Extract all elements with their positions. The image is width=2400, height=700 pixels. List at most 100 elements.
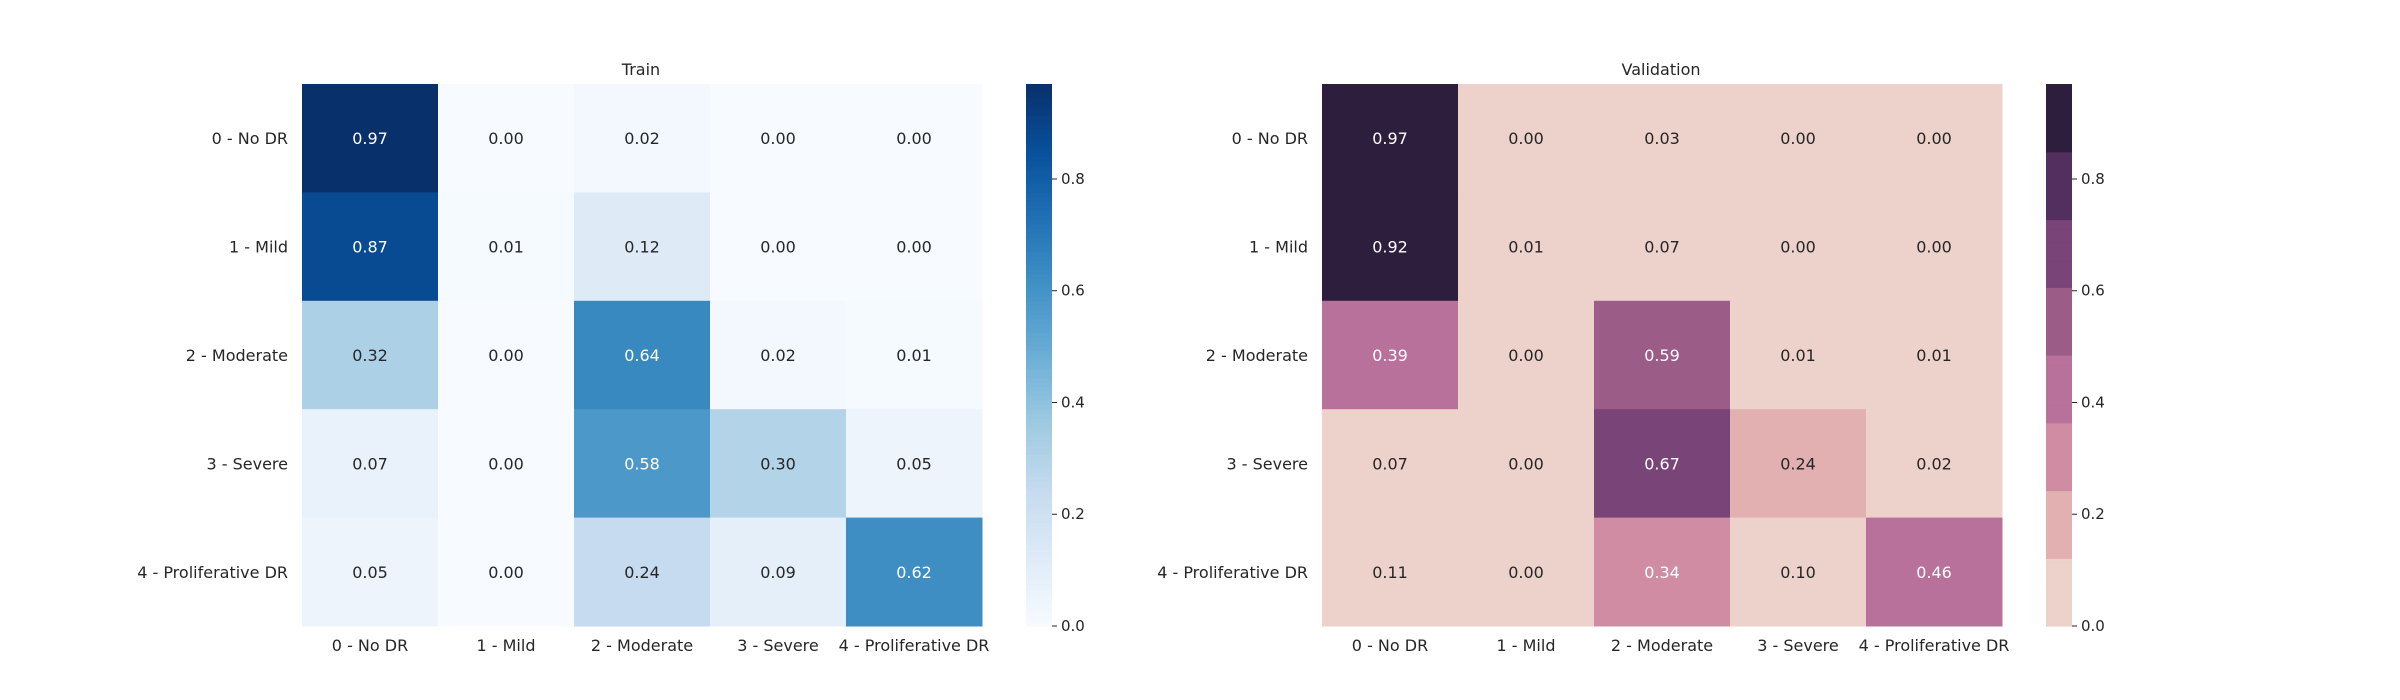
validation-col-label-3: 3 - Severe <box>1757 636 1839 655</box>
validation-colorbar-segment <box>2046 422 2072 428</box>
train-colorbar-segment <box>1026 246 1052 252</box>
train-colorbar-segment <box>1026 400 1052 406</box>
validation-colorbar-segment <box>2046 589 2072 595</box>
validation-colorbar-segment <box>2046 341 2072 347</box>
train-colorbar-segment <box>1026 562 1052 568</box>
validation-colorbar-segment <box>2046 391 2072 397</box>
validation-colorbar: 0.0 0.2 0.4 0.6 0.8 <box>2046 84 2105 635</box>
validation-cell-r0-c2 <box>1594 84 1731 193</box>
train-cell-r4-c4 <box>846 517 983 627</box>
validation-colorbar-segment <box>2046 273 2072 279</box>
train-colorbar-segment <box>1026 404 1052 410</box>
train-cell-label-r1-c4: 0.00 <box>896 238 932 257</box>
train-colorbar-segment <box>1026 201 1052 207</box>
train-cell-r2-c2 <box>574 300 711 410</box>
validation-colorbar-tick-label: 0.2 <box>2081 505 2105 523</box>
validation-cell-label-r4-c2: 0.34 <box>1644 563 1680 582</box>
validation-colorbar-segment <box>2046 553 2072 559</box>
validation-colorbar-segment <box>2046 88 2072 94</box>
train-colorbar-segment <box>1026 160 1052 166</box>
train-colorbar-segment <box>1026 156 1052 162</box>
train-row-label-1: 1 - Mild <box>229 238 288 257</box>
train-cell-r2-c4 <box>846 300 983 410</box>
validation-colorbar-segment <box>2046 214 2072 221</box>
validation-cell-label-r3-c0: 0.07 <box>1372 454 1408 473</box>
validation-colorbar-segment <box>2046 355 2072 361</box>
train-heatmap-title: Train <box>621 60 660 79</box>
train-colorbar-segment <box>1026 585 1052 591</box>
validation-colorbar-segment <box>2046 558 2072 564</box>
validation-colorbar-segment <box>2046 233 2072 239</box>
validation-colorbar-tick-label: 0.6 <box>2081 282 2105 300</box>
train-cell-r1-c3 <box>710 192 847 302</box>
train-colorbar-segment <box>1026 364 1052 370</box>
train-colorbar-segment <box>1026 377 1052 383</box>
validation-colorbar-segment <box>2046 531 2072 537</box>
train-colorbar-segment <box>1026 138 1052 144</box>
validation-colorbar-segment <box>2046 449 2072 455</box>
validation-colorbar-segment <box>2046 102 2072 108</box>
validation-colorbar-segment <box>2046 436 2072 442</box>
validation-cell-r1-c4 <box>1866 192 2003 302</box>
validation-cell-label-r2-c2: 0.59 <box>1644 346 1680 365</box>
train-colorbar-segment <box>1026 341 1052 347</box>
train-cell-label-r1-c0: 0.87 <box>352 238 388 257</box>
train-cell-r0-c1 <box>438 84 575 193</box>
validation-colorbar-segment <box>2046 607 2072 614</box>
train-colorbar-tick-label: 0.2 <box>1061 505 1085 523</box>
validation-colorbar-segment <box>2046 287 2072 293</box>
validation-colorbar-segment <box>2046 463 2072 469</box>
train-colorbar-segment <box>1026 490 1052 496</box>
train-colorbar: 0.0 0.2 0.4 0.6 0.8 <box>1026 84 1085 635</box>
train-colorbar-segment <box>1026 458 1052 464</box>
train-colorbar-segment <box>1026 373 1052 379</box>
train-colorbar-segment <box>1026 594 1052 600</box>
validation-colorbar-tick-label: 0.8 <box>2081 170 2105 188</box>
validation-colorbar-segment <box>2046 97 2072 103</box>
train-colorbar-segment <box>1026 481 1052 487</box>
validation-colorbar-segment <box>2046 409 2072 415</box>
validation-colorbar-segment <box>2046 224 2072 230</box>
train-row-label-0: 0 - No DR <box>212 129 288 148</box>
train-cell-label-r2-c4: 0.01 <box>896 346 932 365</box>
validation-colorbar-segment <box>2046 454 2072 460</box>
train-colorbar-segment <box>1026 463 1052 469</box>
validation-colorbar-segment <box>2046 210 2072 216</box>
validation-colorbar-segment <box>2046 395 2072 401</box>
validation-colorbar-segment <box>2046 251 2072 257</box>
validation-colorbar-segment <box>2046 309 2072 315</box>
validation-colorbar-segment <box>2046 201 2072 207</box>
train-colorbar-segment <box>1026 522 1052 528</box>
validation-cell-r3-c3 <box>1730 409 1867 519</box>
train-colorbar-segment <box>1026 106 1052 112</box>
train-colorbar-segment <box>1026 84 1052 90</box>
train-colorbar-segment <box>1026 395 1052 401</box>
validation-cell-r2-c4 <box>1866 300 2003 410</box>
train-colorbar-tick-label: 0.6 <box>1061 282 1085 300</box>
train-col-label-4: 4 - Proliferative DR <box>839 636 990 655</box>
train-colorbar-segment <box>1026 233 1052 239</box>
train-colorbar-segment <box>1026 124 1052 130</box>
train-cell-label-r4-c4: 0.62 <box>896 563 932 582</box>
validation-colorbar-segment <box>2046 183 2072 189</box>
train-colorbar-segment <box>1026 449 1052 455</box>
validation-cell-r1-c0 <box>1322 192 1459 302</box>
train-colorbar-segment <box>1026 436 1052 442</box>
train-cell-label-r3-c2: 0.58 <box>624 454 660 473</box>
train-colorbar-segment <box>1026 495 1052 501</box>
validation-colorbar-segment <box>2046 291 2072 297</box>
validation-colorbar-segment <box>2046 318 2072 324</box>
validation-heatmap-title: Validation <box>1621 60 1700 79</box>
validation-colorbar-segment <box>2046 305 2072 311</box>
train-colorbar-segment <box>1026 336 1052 343</box>
train-cell-r3-c2 <box>574 409 711 519</box>
train-cell-label-r2-c1: 0.00 <box>488 346 524 365</box>
train-colorbar-segment <box>1026 499 1052 505</box>
validation-colorbar-segment <box>2046 526 2072 532</box>
train-colorbar-segment <box>1026 422 1052 428</box>
train-colorbar-segment <box>1026 440 1052 446</box>
train-colorbar-segment <box>1026 210 1052 216</box>
train-colorbar-segment <box>1026 485 1052 492</box>
validation-colorbar-segment <box>2046 165 2072 171</box>
validation-colorbar-segment <box>2046 336 2072 343</box>
